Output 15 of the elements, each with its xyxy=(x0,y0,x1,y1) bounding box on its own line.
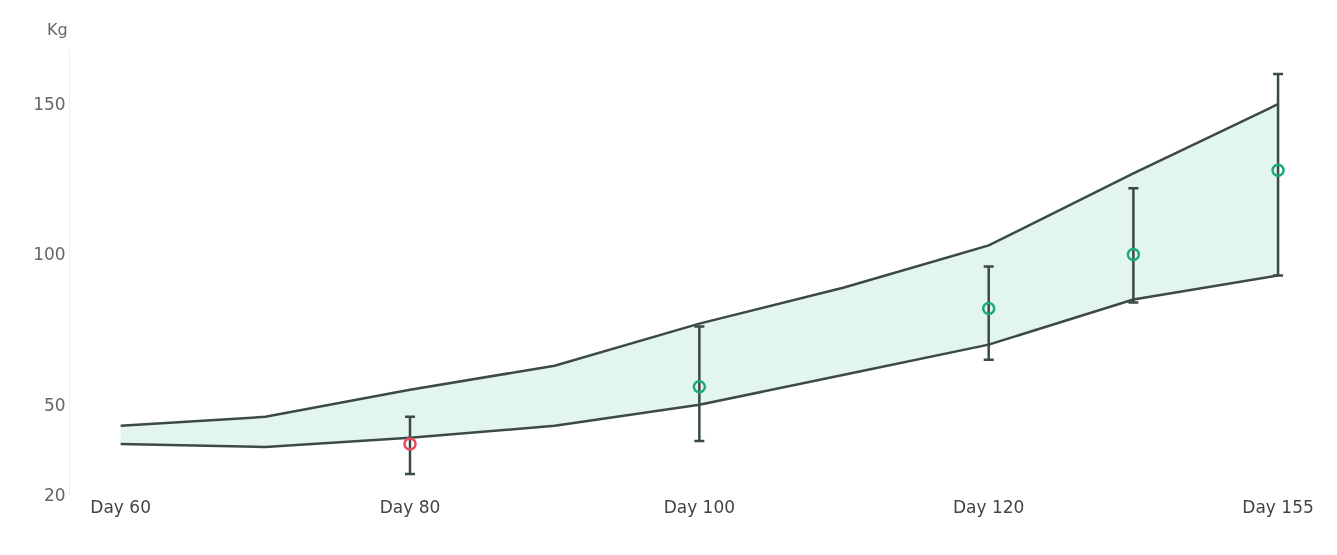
point xyxy=(981,301,996,316)
point xyxy=(1126,247,1141,262)
y-tick-label: 100 xyxy=(33,244,66,265)
point xyxy=(403,437,417,451)
y-axis-title: Kg xyxy=(47,20,68,39)
point xyxy=(692,380,707,394)
x-tick-label: Day 80 xyxy=(379,497,441,517)
y-tick-label: 20 xyxy=(43,484,66,505)
x-tick-label: Day 155 xyxy=(1242,497,1314,517)
x-tick-label: Day 120 xyxy=(953,497,1025,517)
y-tick-label: 150 xyxy=(33,94,66,115)
y-tick-label: 50 xyxy=(43,394,66,415)
x-tick-label: Day 60 xyxy=(90,497,151,517)
point xyxy=(1271,163,1285,178)
x-tick-label: Day 100 xyxy=(663,497,736,517)
